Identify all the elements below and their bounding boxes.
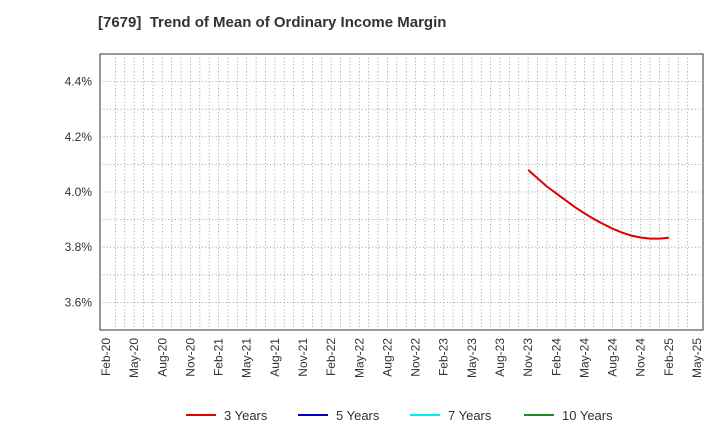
x-tick-label: Nov-21 bbox=[296, 338, 310, 377]
x-tick-label: Aug-22 bbox=[380, 338, 394, 377]
y-axis: 3.6% 3.8% 4.0% 4.2% 4.4% bbox=[65, 75, 93, 310]
x-tick-label: Nov-22 bbox=[409, 338, 423, 377]
x-tick-label: Feb-20 bbox=[99, 338, 113, 376]
x-tick-label: Nov-23 bbox=[521, 338, 535, 377]
y-tick-label: 4.4% bbox=[65, 75, 93, 89]
series-line-3-years bbox=[527, 169, 669, 240]
legend: 3 Years 5 Years 7 Years 10 Years bbox=[186, 408, 613, 423]
x-tick-label: Nov-24 bbox=[634, 338, 648, 377]
x-tick-label: Feb-23 bbox=[437, 338, 451, 376]
x-tick-label: Aug-20 bbox=[155, 338, 169, 377]
x-tick-label: May-25 bbox=[690, 338, 704, 378]
x-tick-label: May-24 bbox=[577, 338, 591, 378]
x-tick-label: Feb-25 bbox=[662, 338, 676, 376]
x-tick-label: May-23 bbox=[465, 338, 479, 378]
legend-label-3-years: 3 Years bbox=[224, 408, 268, 423]
y-tick-label: 3.6% bbox=[65, 295, 93, 309]
x-tick-label: May-20 bbox=[127, 338, 141, 378]
legend-label-5-years: 5 Years bbox=[336, 408, 380, 423]
x-tick-label: Aug-24 bbox=[606, 338, 620, 377]
legend-label-7-years: 7 Years bbox=[448, 408, 492, 423]
x-tick-label: Feb-22 bbox=[324, 338, 338, 376]
chart-title: [7679] Trend of Mean of Ordinary Income … bbox=[98, 14, 447, 31]
x-axis: Feb-20 May-20 Aug-20 Nov-20 Feb-21 May-21 Aug-… bbox=[99, 338, 704, 378]
series-lines bbox=[527, 169, 669, 240]
legend-label-10-years: 10 Years bbox=[562, 408, 613, 423]
y-tick-label: 4.2% bbox=[65, 130, 93, 144]
y-tick-label: 4.0% bbox=[65, 185, 93, 199]
x-tick-label: Feb-21 bbox=[212, 338, 226, 376]
x-tick-label: May-21 bbox=[240, 338, 254, 378]
x-tick-label: Nov-20 bbox=[183, 338, 197, 377]
x-tick-label: Aug-23 bbox=[493, 338, 507, 377]
plot-area bbox=[99, 53, 704, 331]
x-tick-label: Aug-21 bbox=[268, 338, 282, 377]
x-tick-label: Feb-24 bbox=[549, 338, 563, 376]
x-tick-label: May-22 bbox=[352, 338, 366, 378]
y-tick-label: 3.8% bbox=[65, 240, 93, 254]
